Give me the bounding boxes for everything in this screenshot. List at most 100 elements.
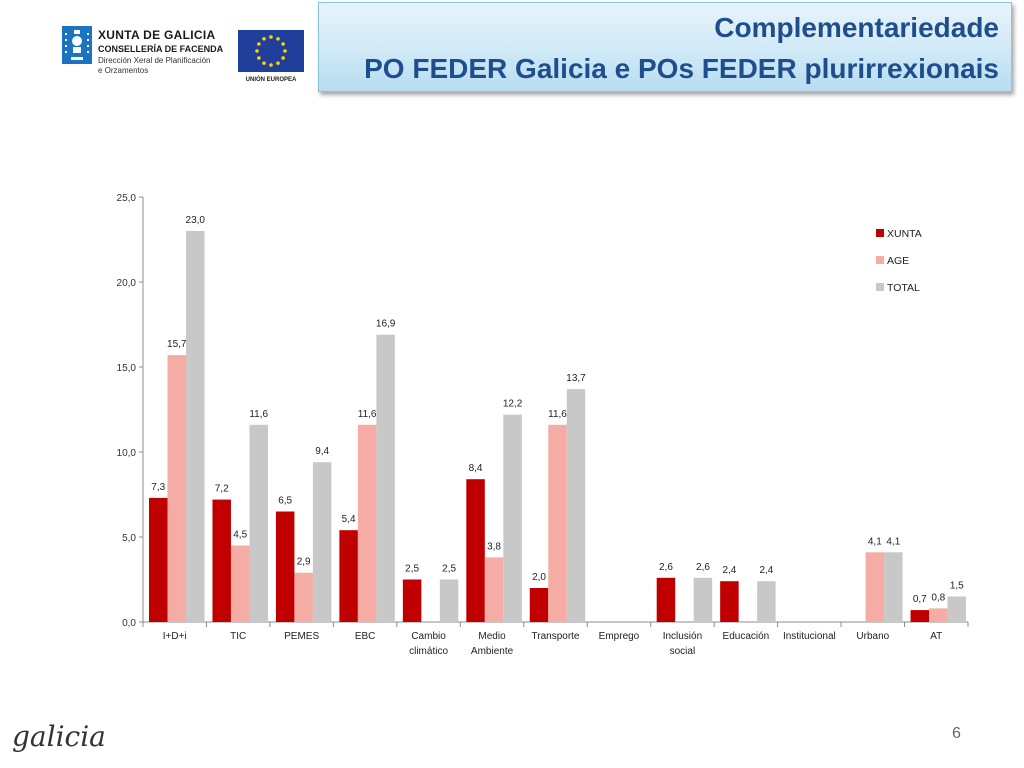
legend-swatch bbox=[876, 283, 884, 291]
bar bbox=[865, 552, 885, 622]
bar bbox=[439, 579, 459, 622]
eu-star-icon bbox=[281, 42, 285, 46]
data-label: 9,4 bbox=[315, 446, 329, 457]
data-label: 2,9 bbox=[297, 557, 311, 568]
legend-label: XUNTA bbox=[887, 228, 922, 240]
bar bbox=[484, 557, 504, 622]
eu-star-icon bbox=[281, 56, 285, 60]
eu-star-icon bbox=[257, 56, 261, 60]
x-tick-label: TIC bbox=[230, 631, 246, 642]
data-label: 4,5 bbox=[233, 530, 247, 541]
bar bbox=[910, 610, 930, 622]
page-title-line1: Complementariedade bbox=[714, 12, 999, 43]
y-tick-label: 20,0 bbox=[117, 278, 137, 289]
x-tick-label: Transporte bbox=[532, 631, 580, 642]
data-label: 3,8 bbox=[487, 541, 501, 552]
eu-logo: UNIÓN EUROPEA bbox=[238, 30, 304, 88]
bar bbox=[186, 231, 205, 622]
x-tick-label: social bbox=[670, 646, 696, 657]
bar bbox=[294, 572, 313, 622]
x-tick-label: Emprego bbox=[599, 631, 640, 642]
x-tick-label: Medio bbox=[478, 631, 506, 642]
x-tick-label: Inclusión bbox=[663, 631, 702, 642]
data-label: 11,6 bbox=[548, 409, 567, 420]
bar bbox=[167, 355, 186, 622]
bar bbox=[757, 581, 776, 622]
y-tick-label: 0,0 bbox=[122, 618, 136, 629]
x-tick-label: I+D+i bbox=[163, 631, 187, 642]
data-label: 2,0 bbox=[532, 572, 546, 583]
bar bbox=[503, 414, 522, 622]
bar bbox=[230, 545, 250, 622]
bar bbox=[357, 424, 377, 622]
legend-label: TOTAL bbox=[887, 282, 920, 294]
y-tick-label: 10,0 bbox=[117, 448, 137, 459]
eu-label: UNIÓN EUROPEA bbox=[245, 77, 297, 83]
bar bbox=[249, 424, 268, 622]
data-label: 13,7 bbox=[566, 373, 586, 384]
data-label: 8,4 bbox=[469, 463, 483, 474]
y-tick-label: 5,0 bbox=[122, 533, 136, 544]
xunta-logo: XUNTA DE GALICIA CONSELLERÍA DE FACENDA … bbox=[62, 26, 227, 80]
eu-star-icon bbox=[283, 49, 287, 53]
bar bbox=[529, 588, 549, 622]
bar bbox=[149, 497, 168, 622]
title-box: Complementariedade PO FEDER Galicia e PO… bbox=[318, 2, 1012, 92]
data-label: 7,2 bbox=[215, 484, 229, 495]
eu-star-icon bbox=[269, 35, 273, 39]
bar bbox=[548, 424, 567, 622]
bar bbox=[212, 499, 231, 622]
legend-swatch bbox=[876, 229, 884, 237]
x-tick-label: Urbano bbox=[856, 631, 889, 642]
bar bbox=[339, 530, 358, 622]
data-label: 2,6 bbox=[696, 562, 710, 573]
data-label: 0,7 bbox=[913, 594, 927, 605]
data-label: 1,5 bbox=[950, 581, 964, 592]
data-label: 11,6 bbox=[249, 409, 268, 420]
data-label: 12,2 bbox=[503, 399, 523, 410]
xunta-direction-line1: Dirección Xeral de Planificación bbox=[98, 56, 211, 65]
bar bbox=[466, 479, 485, 622]
xunta-shield-icon bbox=[62, 26, 92, 64]
data-label: 15,7 bbox=[167, 339, 187, 350]
galicia-footer-logo: galicia bbox=[12, 720, 106, 753]
eu-star-icon bbox=[276, 61, 280, 65]
bar bbox=[275, 511, 295, 622]
y-tick-label: 15,0 bbox=[117, 363, 137, 374]
x-tick-label: climático bbox=[409, 646, 448, 657]
x-tick-label: Institucional bbox=[783, 631, 836, 642]
bar bbox=[312, 462, 332, 622]
xunta-department: CONSELLERÍA DE FACENDA bbox=[98, 44, 224, 54]
x-tick-label: Ambiente bbox=[471, 646, 514, 657]
data-label: 2,5 bbox=[405, 564, 419, 575]
eu-flag-icon bbox=[238, 30, 304, 72]
eu-star-icon bbox=[262, 37, 266, 41]
y-tick-label: 25,0 bbox=[117, 193, 137, 204]
data-label: 11,6 bbox=[358, 409, 377, 420]
data-label: 7,3 bbox=[151, 482, 165, 493]
x-tick-label: Cambio bbox=[411, 631, 446, 642]
bar bbox=[656, 577, 676, 622]
data-label: 6,5 bbox=[278, 496, 292, 507]
data-label: 0,8 bbox=[931, 592, 945, 603]
bar bbox=[947, 596, 967, 622]
xunta-title: XUNTA DE GALICIA bbox=[98, 28, 216, 42]
page-number: 6 bbox=[952, 725, 961, 742]
x-tick-label: PEMES bbox=[284, 631, 319, 642]
data-label: 5,4 bbox=[342, 514, 356, 525]
bar bbox=[720, 581, 739, 622]
legend-swatch bbox=[876, 256, 884, 264]
bar bbox=[929, 608, 948, 622]
data-label: 16,9 bbox=[376, 319, 396, 330]
page-title-line2: PO FEDER Galicia e POs FEDER plurirrexio… bbox=[364, 53, 999, 84]
data-label: 2,4 bbox=[722, 565, 736, 576]
data-label: 4,1 bbox=[886, 536, 900, 547]
x-tick-label: Educación bbox=[723, 631, 770, 642]
eu-star-icon bbox=[262, 61, 266, 65]
data-label: 23,0 bbox=[186, 215, 206, 226]
eu-star-icon bbox=[257, 42, 261, 46]
xunta-direction-line2: e Orzamentos bbox=[98, 66, 149, 75]
bar bbox=[376, 334, 395, 622]
data-label: 2,5 bbox=[442, 564, 456, 575]
